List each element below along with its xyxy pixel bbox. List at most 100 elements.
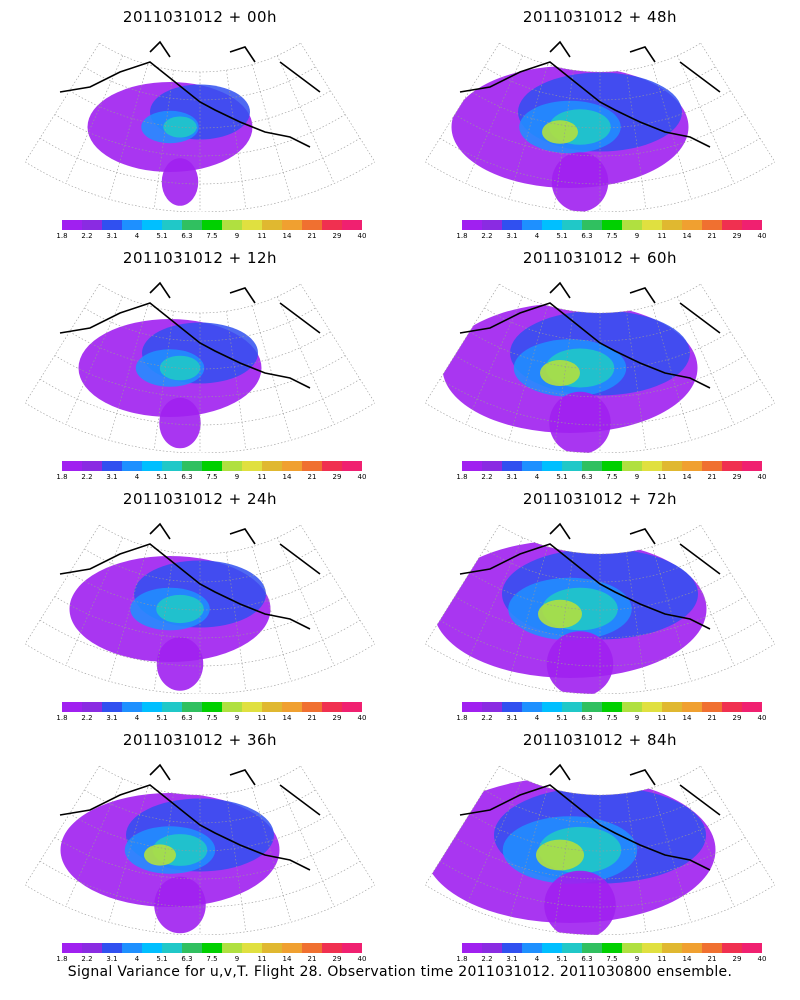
colorbar-swatch: [282, 220, 302, 230]
colorbar-swatch: [702, 220, 722, 230]
coastline: [459, 763, 721, 871]
variance-blob: [536, 839, 584, 871]
colorbar-label: 2.2: [81, 473, 93, 481]
colorbar-swatch: [482, 702, 502, 712]
map-panel: 2011031012 + 00h 1.8 2.2 3.1 4 5.1 6.3 7.5 9 11 14…: [0, 0, 400, 250]
colorbar-swatch: [282, 943, 302, 953]
colorbar-label: 2.2: [81, 955, 93, 963]
variance-blob: [161, 158, 199, 206]
coastline: [459, 281, 721, 389]
colorbar-label: 3.1: [506, 232, 518, 240]
map-svg: [24, 281, 376, 453]
colorbar-swatch: [622, 702, 642, 712]
colorbar-swatch: [222, 702, 242, 712]
colorbar-swatch: [542, 461, 562, 471]
graticule: [424, 524, 776, 694]
colorbar-label: 4: [534, 232, 540, 240]
colorbar-label: 9: [634, 232, 640, 240]
colorbar-labels: 1.8 2.2 3.1 4 5.1 6.3 7.5 9 11 14 21 29 40: [452, 473, 772, 483]
coastline: [459, 522, 721, 630]
colorbar-swatch: [262, 943, 282, 953]
map-panel: 2011031012 + 48h 1.8 2.2 3.1 4 5.1 6.3 7.5 9 11 14…: [400, 0, 800, 250]
graticule: [24, 42, 376, 212]
colorbar-label: 2.2: [81, 714, 93, 722]
colorbar-label: 4: [534, 714, 540, 722]
colorbar-swatch: [102, 461, 122, 471]
colorbar-swatch: [662, 461, 682, 471]
colorbar-swatch: [562, 943, 582, 953]
variance-blob: [159, 355, 201, 381]
variance-blob: [546, 631, 614, 694]
colorbar-label: 5.1: [156, 714, 168, 722]
colorbar-swatch: [642, 220, 662, 230]
colorbar-label: 7.5: [206, 714, 218, 722]
variance-blob: [542, 120, 578, 144]
map-svg: [424, 522, 776, 694]
colorbar-label: 2.2: [481, 232, 493, 240]
colorbar-swatch: [482, 461, 502, 471]
colorbar-label: 4: [534, 473, 540, 481]
colorbar-label: 11: [657, 955, 667, 963]
colorbar-label: 4: [134, 473, 140, 481]
colorbar-label: 7.5: [606, 232, 618, 240]
colorbar-label: 3.1: [506, 473, 518, 481]
colorbar-swatch: [662, 702, 682, 712]
colorbar-swatch: [662, 943, 682, 953]
colorbar-label: 6.3: [581, 473, 593, 481]
colorbar-label: 5.1: [156, 232, 168, 240]
colorbar-swatch: [722, 220, 742, 230]
colorbar-label: 40: [757, 714, 767, 722]
colorbar-swatch: [82, 461, 102, 471]
colorbar-swatch: [722, 461, 742, 471]
colorbar-swatch: [62, 943, 82, 953]
colorbar-label: 9: [234, 714, 240, 722]
variance-blob: [154, 876, 206, 934]
colorbar: [62, 461, 362, 471]
colorbar-swatch: [102, 702, 122, 712]
colorbar-label: 1.8: [456, 714, 468, 722]
colorbar-label: 2.2: [481, 473, 493, 481]
colorbar-swatch: [102, 220, 122, 230]
colorbar-swatch: [122, 943, 142, 953]
panel-title: 2011031012 + 36h: [122, 731, 278, 749]
colorbar-label: 9: [634, 714, 640, 722]
colorbar-label: 1.8: [456, 955, 468, 963]
variance-blob: [159, 397, 201, 449]
colorbar-swatch: [282, 702, 302, 712]
colorbar-swatch: [682, 702, 702, 712]
colorbar-label: 11: [657, 714, 667, 722]
colorbar-swatch: [202, 702, 222, 712]
colorbar-label: 2.2: [81, 232, 93, 240]
colorbar-label: 14: [282, 232, 292, 240]
colorbar-swatch: [462, 461, 482, 471]
colorbar-swatch: [262, 220, 282, 230]
colorbar-swatch: [742, 943, 762, 953]
colorbar-swatch: [522, 220, 542, 230]
colorbar-label: 3.1: [506, 714, 518, 722]
colorbar-swatch: [302, 220, 322, 230]
colorbar-label: 6.3: [181, 955, 193, 963]
colorbar-swatch: [562, 220, 582, 230]
colorbar-label: 4: [134, 955, 140, 963]
colorbar-label: 29: [732, 232, 742, 240]
variance-blob: [538, 599, 582, 629]
map-svg: [24, 40, 376, 212]
colorbar-swatch: [82, 220, 102, 230]
colorbar: [462, 220, 762, 230]
colorbar-swatch: [182, 943, 202, 953]
colorbar-label: 6.3: [581, 232, 593, 240]
colorbar-label: 9: [234, 232, 240, 240]
colorbar-swatch: [142, 702, 162, 712]
colorbar-label: 29: [732, 473, 742, 481]
colorbar-label: 11: [657, 232, 667, 240]
variance-blob: [549, 391, 611, 453]
colorbar-swatch: [742, 220, 762, 230]
colorbar-label: 29: [332, 232, 342, 240]
colorbar-label: 6.3: [181, 473, 193, 481]
colorbar-label: 2.2: [481, 714, 493, 722]
map-panel: 2011031012 + 84h 1.8 2.2 3.1 4 5.1 6.3 7.5 9 11 14…: [400, 723, 800, 973]
variance-blob: [156, 594, 204, 624]
colorbar-label: 5.1: [556, 232, 568, 240]
colorbar-labels: 1.8 2.2 3.1 4 5.1 6.3 7.5 9 11 14 21 29 40: [52, 473, 372, 483]
graticule: [424, 42, 776, 212]
